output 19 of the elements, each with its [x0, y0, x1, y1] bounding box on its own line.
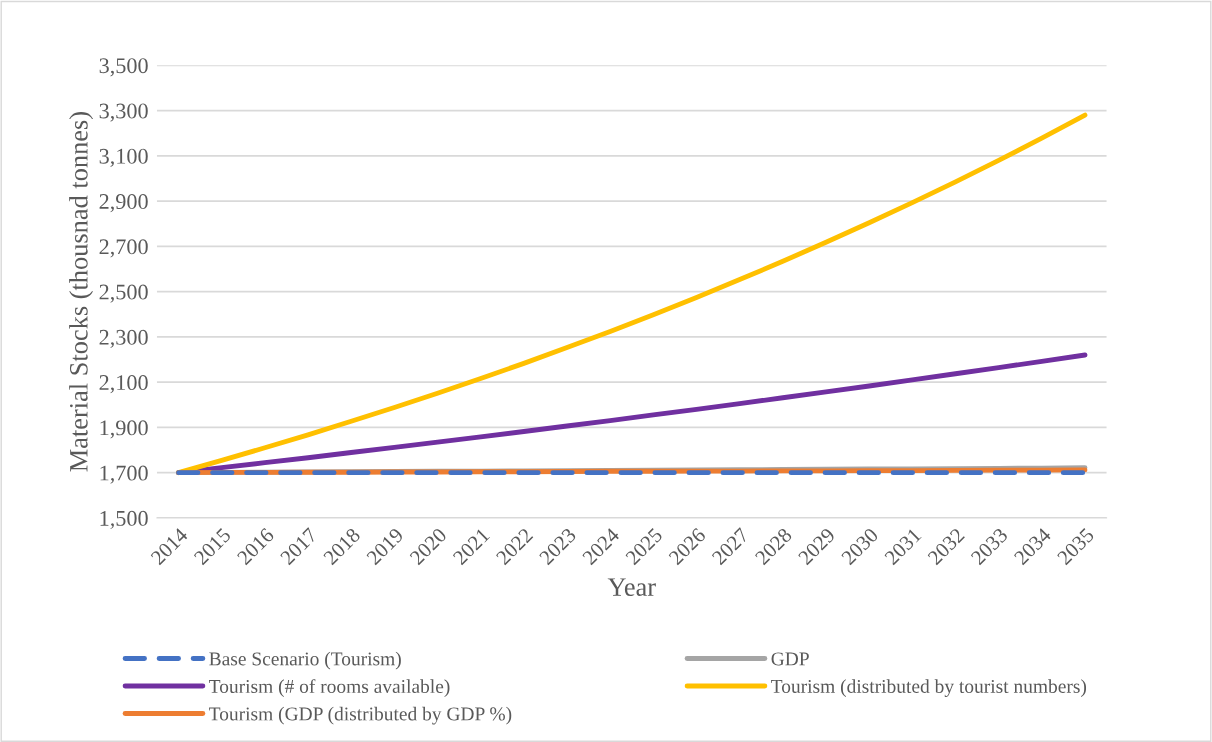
y-tick-label: 2,500 [99, 284, 148, 303]
y-tick-label: 2,300 [99, 329, 148, 348]
y-axis-title: Material Stocks (thousnad tonnes) [69, 112, 94, 472]
x-tick-label: 2031 [883, 527, 922, 566]
y-tick-label: 2,700 [99, 239, 148, 258]
legend-label: Tourism (# of rooms available) [209, 679, 450, 697]
y-tick-label: 1,900 [100, 420, 148, 439]
x-axis-title: Year [607, 578, 656, 596]
legend-label: Tourism (distributed by tourist numbers) [771, 679, 1087, 697]
y-tick-label: 2,100 [99, 375, 148, 394]
y-tick-label: 3,500 [99, 58, 148, 77]
y-tick-label: 2,900 [99, 194, 148, 213]
legend-label: GDP [771, 652, 809, 666]
y-tick-label: 1,500 [100, 510, 148, 530]
y-tick-label: 3,100 [99, 148, 148, 167]
legend-label: Base Scenario (Tourism) [209, 651, 401, 670]
legend-label: Tourism (GDP (distributed by GDP %) [209, 706, 512, 725]
y-tick-label: 3,300 [99, 103, 148, 122]
y-tick-label: 1,700 [100, 465, 148, 484]
